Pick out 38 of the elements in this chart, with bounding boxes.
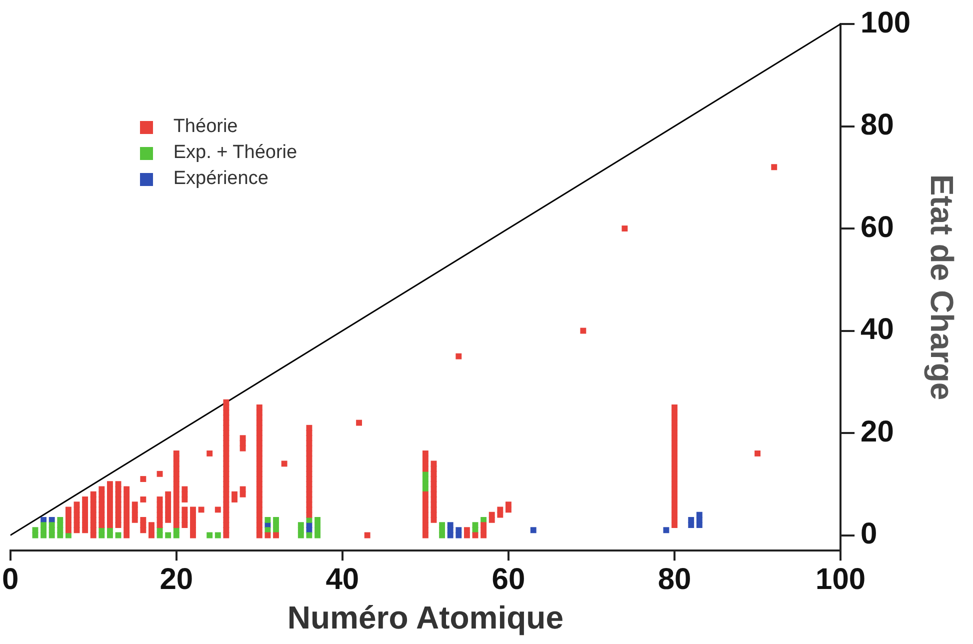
point (264, 527, 271, 534)
point (214, 532, 221, 538)
point (273, 516, 279, 523)
x-tick-label: 20 (160, 562, 194, 596)
x-tick-label: 0 (2, 562, 19, 596)
point (264, 516, 271, 523)
point (40, 522, 47, 528)
point (298, 522, 304, 528)
point (48, 522, 55, 528)
point (447, 522, 454, 528)
point (32, 527, 38, 534)
point (314, 516, 320, 523)
legend-label: Exp. + Théorie (173, 141, 298, 165)
y-tick-label: 0 (860, 518, 878, 551)
legend-label: Théorie (173, 115, 238, 139)
point (439, 522, 446, 528)
point (696, 512, 702, 518)
y-tick-label: 60 (860, 210, 894, 244)
point (456, 527, 462, 534)
y-tick-label: 100 (860, 6, 911, 40)
point (165, 532, 172, 538)
x-tick-label: 100 (816, 562, 866, 596)
point (206, 532, 213, 538)
point (688, 516, 694, 523)
x-tick-label: 40 (326, 562, 360, 596)
y-tick-label: 40 (860, 313, 894, 346)
x-axis-title: Numéro Atomique (287, 600, 564, 636)
point (306, 532, 312, 538)
point (472, 522, 478, 528)
y-tick-label: 20 (860, 415, 894, 448)
x-tick-label: 80 (658, 562, 692, 596)
y-tick-label: 80 (860, 108, 894, 142)
point (57, 516, 64, 523)
y-axis-title: Etat de Charge (924, 174, 960, 400)
point (663, 527, 670, 534)
x-tick-label: 60 (492, 562, 526, 596)
legend-label: Expérience (173, 167, 268, 191)
point (530, 527, 536, 534)
